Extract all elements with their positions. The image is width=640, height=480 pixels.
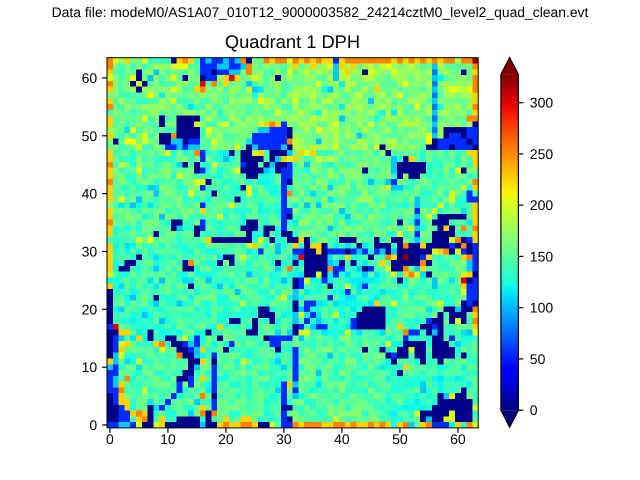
svg-text:40: 40 <box>82 186 98 202</box>
svg-text:100: 100 <box>530 300 554 316</box>
svg-text:150: 150 <box>530 248 554 264</box>
svg-text:50: 50 <box>82 128 98 144</box>
svg-text:20: 20 <box>218 431 234 447</box>
svg-text:20: 20 <box>82 301 98 317</box>
svg-text:0: 0 <box>530 402 538 418</box>
svg-text:250: 250 <box>530 146 554 162</box>
svg-text:30: 30 <box>276 431 292 447</box>
svg-text:0: 0 <box>89 417 97 433</box>
svg-text:60: 60 <box>82 70 98 86</box>
svg-text:30: 30 <box>82 244 98 260</box>
svg-text:200: 200 <box>530 197 554 213</box>
svg-text:10: 10 <box>160 431 176 447</box>
svg-text:Quadrant 1 DPH: Quadrant 1 DPH <box>225 31 360 52</box>
svg-text:10: 10 <box>82 359 98 375</box>
svg-text:300: 300 <box>530 95 554 111</box>
svg-text:60: 60 <box>450 431 466 447</box>
svg-text:0: 0 <box>106 431 114 447</box>
svg-text:40: 40 <box>334 431 350 447</box>
svg-text:50: 50 <box>530 351 546 367</box>
svg-text:50: 50 <box>392 431 408 447</box>
svg-text:Data file: modeM0/AS1A07_010T1: Data file: modeM0/AS1A07_010T12_90000035… <box>52 4 589 20</box>
